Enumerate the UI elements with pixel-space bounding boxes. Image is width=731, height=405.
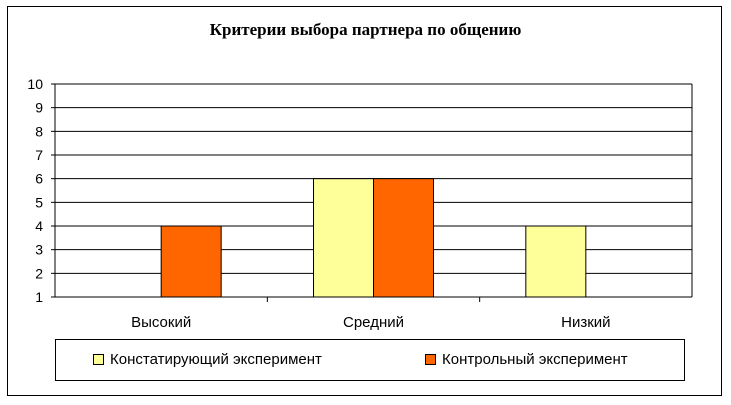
- y-tick-label: 5: [35, 194, 43, 210]
- bar-series-1-Средний: [313, 178, 374, 298]
- legend-swatch-series-1: [93, 354, 104, 365]
- chart-title: Критерии выбора партнера по общению: [209, 20, 522, 39]
- legend-item-series-1: Констатирующий эксперимент: [93, 351, 322, 368]
- x-category-label: Средний: [343, 314, 404, 331]
- chart-legend: Констатирующий эксперимент Контрольный э…: [55, 339, 685, 381]
- legend-swatch-series-2: [425, 354, 436, 365]
- y-tick-label: 6: [35, 171, 43, 187]
- legend-item-series-2: Контрольный эксперимент: [425, 351, 628, 368]
- y-tick-label: 1: [35, 289, 43, 305]
- bar-series-2-Средний: [373, 178, 434, 298]
- legend-label-series-2: Контрольный эксперимент: [442, 351, 628, 368]
- y-tick-label: 8: [35, 123, 43, 139]
- bar-series-2-Высокий: [160, 225, 222, 298]
- y-tick-label: 4: [35, 218, 43, 234]
- legend-label-series-1: Констатирующий эксперимент: [110, 351, 322, 368]
- bar-series-1-Низкий: [525, 225, 587, 298]
- y-tick-label: 7: [35, 147, 43, 163]
- y-tick-label: 2: [35, 265, 43, 281]
- y-tick-label: 9: [35, 100, 43, 116]
- y-tick-label: 3: [35, 242, 43, 258]
- y-tick-label: 10: [27, 76, 43, 92]
- x-category-label: Низкий: [561, 314, 610, 331]
- x-category-label: Высокий: [131, 314, 191, 331]
